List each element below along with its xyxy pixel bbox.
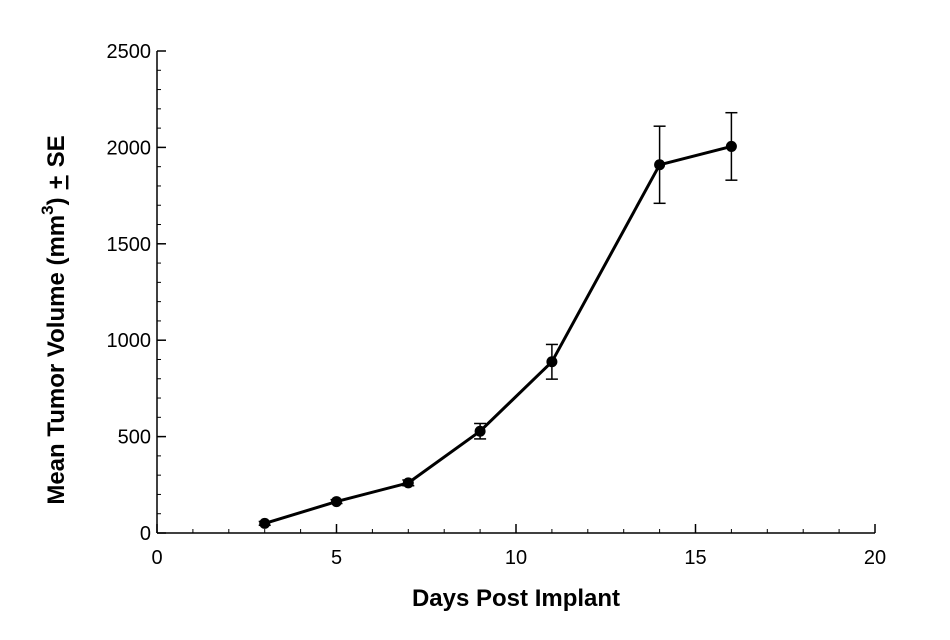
x-tick-label: 15: [684, 547, 706, 569]
y-tick-label: 500: [118, 427, 151, 449]
error-bars: [258, 111, 738, 527]
y-tick-labels: 0 500 1000 1500 2000 2500: [107, 41, 152, 545]
data-points: [259, 140, 737, 529]
y-axis-title: Mean Tumor Volume (mm3) + SE: [38, 135, 70, 504]
data-point: [331, 496, 342, 508]
data-point: [402, 477, 414, 489]
x-tick-label: 5: [331, 547, 342, 569]
y-axis-title-suffix: SE: [43, 135, 70, 167]
y-tick-label: 1500: [107, 234, 152, 256]
data-point: [654, 159, 666, 171]
y-axis-title-superscript: 3: [38, 205, 57, 214]
x-tick-labels: 0 5 10 15 20: [151, 547, 886, 569]
y-major-ticks: [157, 50, 166, 534]
x-tick-label: 20: [864, 547, 886, 569]
y-tick-label: 2000: [107, 137, 152, 159]
y-tick-label: 2500: [107, 41, 152, 63]
y-tick-label: 1000: [107, 330, 152, 352]
x-tick-label: 10: [505, 547, 527, 569]
data-point: [546, 356, 558, 368]
y-axis-title-close: ): [43, 197, 70, 205]
x-axis-title: Days Post Implant: [412, 585, 620, 612]
y-axis-title-plusminus: +: [43, 175, 70, 189]
y-axis-title-prefix: Mean Tumor Volume (mm: [43, 215, 70, 505]
y-tick-label: 0: [140, 523, 151, 545]
data-point: [474, 425, 486, 437]
x-tick-label: 0: [151, 547, 162, 569]
data-point: [259, 517, 271, 529]
data-point: [725, 140, 737, 152]
